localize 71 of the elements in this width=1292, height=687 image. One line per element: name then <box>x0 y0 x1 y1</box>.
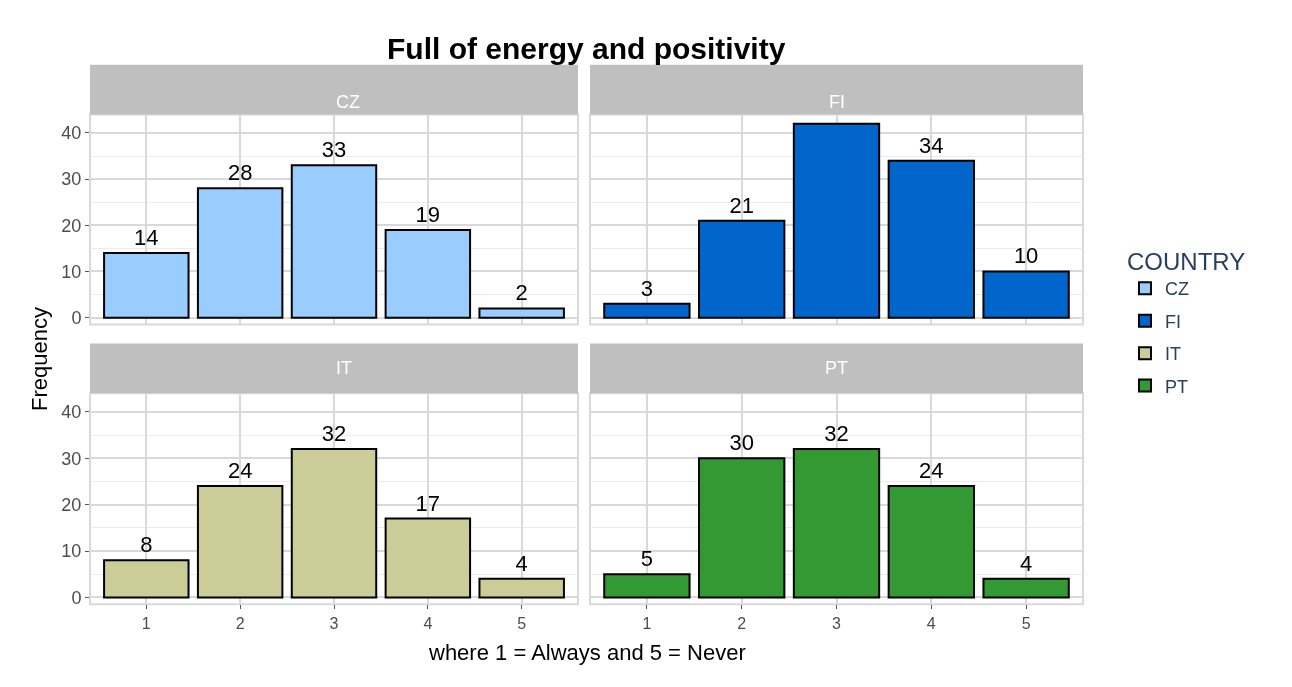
x-tick-label: 1 <box>141 614 151 632</box>
text: Full of energy and positivity <box>387 32 786 65</box>
data-label: 33 <box>321 137 347 163</box>
legend-label: CZ <box>1165 279 1189 300</box>
data-label: 34 <box>919 132 944 158</box>
chart-title: PT <box>825 358 849 378</box>
data-label: 4 <box>1019 550 1033 576</box>
x-tick-label: 3 <box>832 614 842 632</box>
x-tick-label: 3 <box>329 614 339 632</box>
y-tick-label: 40 <box>61 123 82 144</box>
data-label: 32 <box>824 420 849 446</box>
legend-title: COUNTRY <box>1127 248 1246 276</box>
x-tick-label: 5 <box>1021 614 1031 632</box>
bar <box>982 270 1070 319</box>
chart-title: CZ <box>336 92 360 112</box>
bar <box>698 219 786 319</box>
bar <box>887 159 975 319</box>
bar <box>982 577 1070 599</box>
bar <box>196 485 284 599</box>
data-label: 24 <box>919 458 944 484</box>
x-tick-label: 4 <box>423 614 433 632</box>
legend-label: FI <box>1165 311 1181 332</box>
data-label: 28 <box>227 160 253 186</box>
data-label: 8 <box>140 532 153 558</box>
bar <box>103 559 190 599</box>
y-tick-label: 0 <box>71 587 82 608</box>
data-label: 17 <box>415 490 441 516</box>
bar <box>603 302 691 319</box>
bar <box>603 573 691 599</box>
y-tick-label: 0 <box>71 307 82 328</box>
data-label: 10 <box>1013 243 1039 269</box>
data-label: 2 <box>515 280 528 306</box>
bar <box>698 457 786 599</box>
y-tick-label: 20 <box>61 215 82 236</box>
data-label: 5 <box>640 546 654 572</box>
x-tick-label: 5 <box>517 614 527 632</box>
bar <box>196 187 284 319</box>
y-tick-label: 30 <box>61 169 82 190</box>
y-tick-label: 20 <box>61 494 82 515</box>
legend-label: PT <box>1165 376 1189 397</box>
x-tick-label: 2 <box>235 614 245 632</box>
bar <box>792 447 881 599</box>
y-tick-label: 10 <box>61 261 82 282</box>
x-axis-title: where 1 = Always and 5 = Never <box>428 640 746 665</box>
data-label: 19 <box>415 201 441 227</box>
data-label: 30 <box>729 430 754 456</box>
bar <box>290 447 378 599</box>
chart-title: IT <box>336 358 352 378</box>
x-tick-label: 4 <box>926 614 936 632</box>
data-label: 3 <box>640 275 654 301</box>
y-tick-label: 10 <box>61 541 82 562</box>
bar <box>290 164 378 319</box>
bar <box>103 252 190 319</box>
legend-label: IT <box>1165 344 1181 365</box>
y-tick-label: 40 <box>61 402 82 423</box>
data-label: 14 <box>134 225 159 251</box>
data-label: 24 <box>227 458 253 484</box>
data-label: 21 <box>729 192 754 218</box>
bar <box>384 228 472 319</box>
x-tick-label: 1 <box>642 614 652 632</box>
bar <box>478 307 565 319</box>
data-label: 32 <box>321 420 347 446</box>
x-tick-label: 2 <box>737 614 747 632</box>
data-label: 4 <box>515 550 528 576</box>
bar <box>384 517 472 599</box>
bar <box>792 122 881 319</box>
bar <box>887 485 975 599</box>
chart-title: FI <box>829 92 845 112</box>
y-tick-label: 30 <box>61 448 82 469</box>
bar <box>478 577 565 599</box>
y-axis-title: Frequency <box>27 306 53 411</box>
